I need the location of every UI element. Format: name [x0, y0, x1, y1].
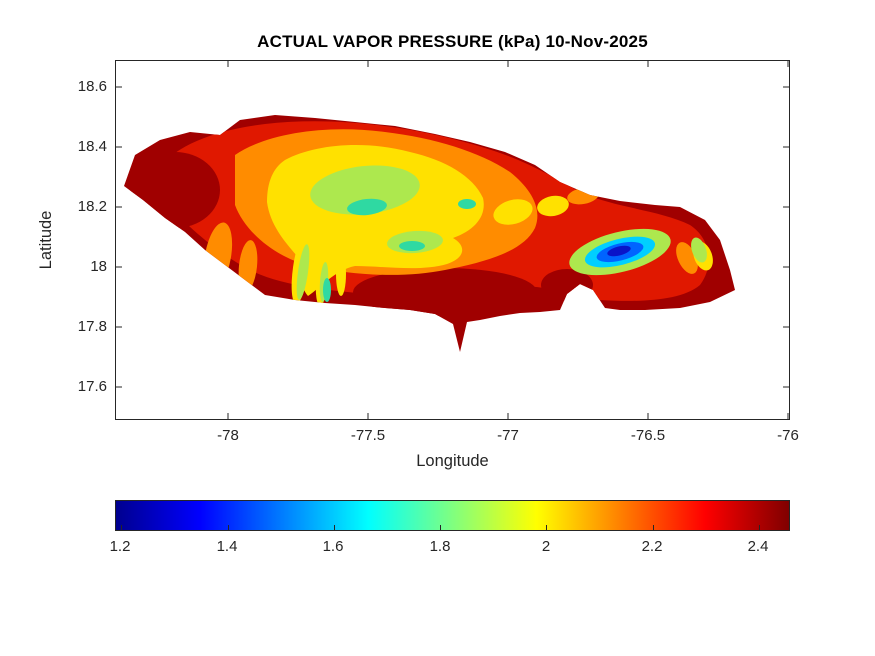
- y-tick-label: 17.8: [77, 318, 107, 335]
- x-tick-label: -76.5: [630, 427, 666, 444]
- colorbar-tick-label: 2.2: [641, 538, 663, 555]
- colorbar-tick-label: 2.4: [747, 538, 769, 555]
- y-tick-label: 17.6: [77, 378, 107, 395]
- contour-map-canvas: [115, 60, 790, 420]
- y-tick-label: 18.2: [77, 198, 107, 215]
- jamaica-map: [124, 115, 735, 352]
- colorbar-tick-label: 1.8: [429, 538, 451, 555]
- x-tick-label: -76: [777, 427, 799, 444]
- colorbar-tick-label: 1.6: [322, 538, 344, 555]
- colorbar-tick: [228, 525, 229, 530]
- plot-area: [115, 60, 790, 420]
- colorbar-tick: [546, 525, 547, 530]
- y-tick-label: 18: [90, 258, 107, 275]
- colorbar-gradient: [115, 500, 790, 531]
- y-tick-label: 18.4: [77, 138, 107, 155]
- colorbar-tick-label: 1.4: [216, 538, 238, 555]
- x-tick-label: -77: [497, 427, 519, 444]
- colorbar-tick-label: 1.2: [109, 538, 131, 555]
- colorbar-tick: [653, 525, 654, 530]
- colorbar-tick: [440, 525, 441, 530]
- x-tick-label: -77.5: [350, 427, 386, 444]
- plot-frame: [115, 60, 790, 420]
- x-tick-label: -78: [217, 427, 239, 444]
- y-tick-label: 18.6: [77, 78, 107, 95]
- colorbar-tick-label: 2: [541, 538, 551, 555]
- y-axis-label: Latitude: [37, 210, 55, 270]
- colorbar-tick: [121, 525, 122, 530]
- x-axis-label: Longitude: [416, 452, 489, 470]
- colorbar-tick: [334, 525, 335, 530]
- chart-title: ACTUAL VAPOR PRESSURE (kPa) 10-Nov-2025: [257, 32, 648, 51]
- colorbar-tick: [759, 525, 760, 530]
